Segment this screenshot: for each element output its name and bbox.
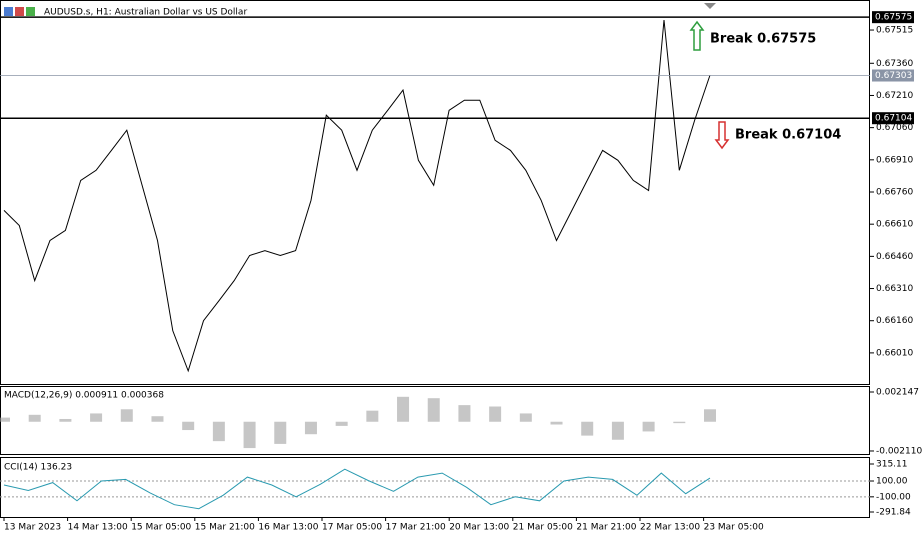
- histogram-bar: [274, 421, 287, 444]
- y-tick-label: 0.66310: [876, 284, 913, 294]
- y-tick-label: -291.84: [876, 508, 911, 518]
- price-label-box: [872, 11, 914, 24]
- price-label: 0.67575: [875, 13, 912, 23]
- y-tick-label: -100.00: [876, 492, 911, 502]
- y-tick-label: 0.66910: [876, 155, 913, 165]
- time-label: 20 Mar 13:00: [449, 523, 509, 533]
- y-tick-label: 0.67515: [876, 26, 913, 36]
- price-label: 0.67303: [875, 71, 912, 81]
- y-tick-label: 315.11: [876, 460, 908, 470]
- y-tick-label: 0.66610: [876, 220, 913, 230]
- histogram-bar: [182, 421, 195, 431]
- toolbar-icons: [4, 7, 35, 16]
- histogram-bar: [59, 418, 72, 422]
- histogram-bar: [151, 416, 164, 422]
- series-line: [3, 468, 711, 510]
- arrow-icon: [689, 20, 705, 51]
- time-label: 15 Mar 05:00: [131, 523, 191, 533]
- time-label: 15 Mar 21:00: [195, 523, 255, 533]
- y-tick-label: 0.66010: [876, 348, 913, 358]
- arrow-icon: [714, 121, 730, 150]
- histogram-bar: [550, 421, 563, 425]
- y-tick-label: 0.66160: [876, 316, 913, 326]
- histogram-bar: [335, 421, 348, 426]
- time-label: 23 Mar 05:00: [704, 523, 764, 533]
- y-tick-label: 0.67060: [876, 123, 913, 133]
- histogram-bar: [581, 421, 594, 436]
- time-label: 16 Mar 13:00: [258, 523, 318, 533]
- histogram-bar: [519, 413, 532, 422]
- y-tick-label: 0.66760: [876, 188, 913, 198]
- y-tick-label: 0.67360: [876, 59, 913, 69]
- histogram-bar: [704, 409, 716, 422]
- time-label: 22 Mar 13:00: [640, 523, 700, 533]
- histogram-bar: [489, 406, 502, 422]
- y-tick-label: 100.00: [876, 477, 908, 487]
- histogram-bar: [366, 410, 379, 422]
- scroll-marker: [704, 3, 716, 9]
- histogram-bar: [243, 421, 256, 449]
- time-label: 17 Mar 21:00: [386, 523, 446, 533]
- indicator-title: MACD(12,26,9) 0.000911 0.000368: [4, 391, 164, 401]
- histogram-bar: [120, 409, 133, 422]
- histogram-bar: [0, 417, 10, 422]
- series-line: [3, 19, 711, 373]
- histogram-bar: [28, 414, 41, 422]
- annotation: Break 0.67104: [735, 128, 841, 143]
- chart-header: AUDUSD.s, H1: Australian Dollar vs US Do…: [44, 8, 247, 18]
- price-label-box: [872, 112, 914, 125]
- histogram-bar: [458, 405, 471, 422]
- histogram-bar: [397, 396, 410, 422]
- indicator-title: CCI(14) 136.23: [4, 463, 72, 473]
- price-pane: [0, 0, 870, 385]
- y-tick-label: 0.66460: [876, 252, 913, 262]
- cci-pane: [0, 457, 870, 518]
- histogram-bar: [212, 421, 225, 442]
- histogram-bar: [90, 413, 103, 422]
- annotation: Break 0.67575: [710, 32, 816, 47]
- time-label: 21 Mar 05:00: [513, 523, 573, 533]
- histogram-bar: [304, 421, 317, 435]
- histogram-bar: [642, 421, 655, 432]
- y-tick-label: 0.002147: [876, 387, 919, 397]
- time-label: 17 Mar 05:00: [322, 523, 382, 533]
- time-label: 14 Mar 13:00: [68, 523, 128, 533]
- time-label: 13 Mar 2023: [4, 523, 61, 533]
- histogram-bar: [427, 398, 440, 422]
- histogram-bar: [673, 421, 686, 424]
- time-label: 21 Mar 21:00: [576, 523, 636, 533]
- y-tick-label: 0.67210: [876, 91, 913, 101]
- histogram-bar: [611, 421, 624, 440]
- y-tick-label: -0.002110: [876, 446, 922, 456]
- price-label-box: [872, 69, 914, 82]
- price-label: 0.67104: [875, 114, 912, 124]
